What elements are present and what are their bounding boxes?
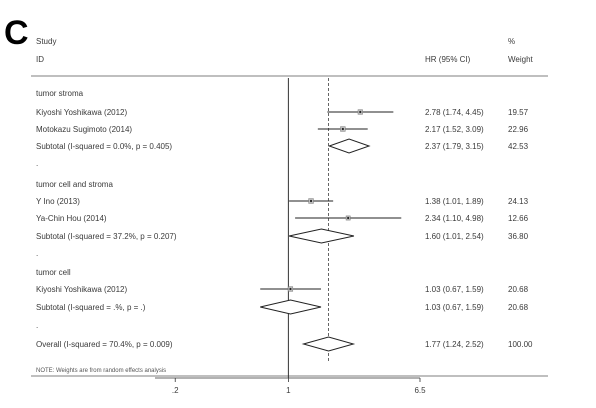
- ci-value: 2.17 (1.52, 3.09): [425, 125, 484, 134]
- row-dot: .: [36, 321, 38, 330]
- header-weight: Weight: [508, 55, 534, 64]
- row-label: tumor stroma: [36, 89, 84, 98]
- row-label: Y Ino (2013): [36, 197, 80, 206]
- row-label: Kiyoshi Yoshikawa (2012): [36, 108, 128, 117]
- ci-value: 2.78 (1.74, 4.45): [425, 108, 484, 117]
- point-estimate: [359, 110, 362, 114]
- weight-value: 42.53: [508, 142, 529, 151]
- weight-value: 100.00: [508, 340, 533, 349]
- pooled-diamond: [301, 336, 356, 352]
- row-subtotal: Subtotal (I-squared = .%, p = .) 1.03 (0.…: [36, 299, 529, 315]
- row-study: Kiyoshi Yoshikawa (2012) 2.78 (1.74, 4.45…: [36, 108, 529, 117]
- ci-value: 1.03 (0.67, 1.59): [425, 303, 484, 312]
- point-estimate: [341, 127, 344, 131]
- row-label: Motokazu Sugimoto (2014): [36, 125, 132, 134]
- row-label: tumor cell and stroma: [36, 180, 113, 189]
- row-subtotal: Subtotal (I-squared = 37.2%, p = 0.207) 1…: [36, 228, 529, 244]
- weight-value: 20.68: [508, 285, 529, 294]
- row-subtotal: Subtotal (I-squared = 0.0%, p = 0.405) 2.…: [36, 138, 529, 154]
- weight-value: 19.57: [508, 108, 529, 117]
- ci-value: 2.34 (1.10, 4.98): [425, 214, 484, 223]
- x-tick-label: 6.5: [414, 386, 426, 395]
- panel-label: C: [4, 14, 29, 52]
- row-label: Subtotal (I-squared = .%, p = .): [36, 303, 146, 312]
- weight-value: 20.68: [508, 303, 529, 312]
- row-study: Y Ino (2013) 1.38 (1.01, 1.89) 24.13: [36, 197, 529, 206]
- row-study: Ya-Chin Hou (2014) 2.34 (1.10, 4.98) 12.66: [36, 214, 529, 223]
- point-estimate: [289, 287, 292, 291]
- ci-value: 2.37 (1.79, 3.15): [425, 142, 484, 151]
- point-estimate: [347, 216, 350, 220]
- footnote: NOTE: Weights are from random effects an…: [36, 368, 166, 374]
- header-id: ID: [36, 55, 44, 64]
- weight-value: 24.13: [508, 197, 529, 206]
- x-tick-label: 1: [286, 386, 291, 395]
- weight-value: 22.96: [508, 125, 529, 134]
- x-tick-label: .2: [172, 386, 179, 395]
- header-study: Study: [36, 37, 56, 46]
- row-label: Overall (I-squared = 70.4%, p = 0.009): [36, 340, 173, 349]
- row-label: Subtotal (I-squared = 37.2%, p = 0.207): [36, 232, 177, 241]
- weight-value: 12.66: [508, 214, 529, 223]
- row-label: tumor cell: [36, 268, 71, 277]
- ci-value: 1.77 (1.24, 2.52): [425, 340, 484, 349]
- row-label: .: [36, 159, 38, 168]
- row-group: tumor stroma: [36, 89, 84, 98]
- row-label: .: [36, 249, 38, 258]
- ci-value: 1.03 (0.67, 1.59): [425, 285, 484, 294]
- row-label: .: [36, 321, 38, 330]
- weight-value: 36.80: [508, 232, 529, 241]
- row-overall: Overall (I-squared = 70.4%, p = 0.009) 1.…: [36, 336, 533, 352]
- row-label: Ya-Chin Hou (2014): [36, 214, 107, 223]
- ci-value: 1.60 (1.01, 2.54): [425, 232, 484, 241]
- ci-value: 1.38 (1.01, 1.89): [425, 197, 484, 206]
- pooled-diamond: [327, 138, 371, 154]
- row-group: tumor cell: [36, 268, 71, 277]
- point-estimate: [309, 199, 313, 203]
- header-hr-ci: HR (95% CI): [425, 55, 471, 64]
- rows-layer: tumor stroma Kiyoshi Yoshikawa (2012) 2.78…: [36, 78, 533, 378]
- row-label: Kiyoshi Yoshikawa (2012): [36, 285, 128, 294]
- pooled-diamond: [260, 299, 322, 315]
- row-dot: .: [36, 249, 38, 258]
- row-study: Kiyoshi Yoshikawa (2012) 1.03 (0.67, 1.59…: [36, 285, 529, 294]
- row-study: Motokazu Sugimoto (2014) 2.17 (1.52, 3.09…: [36, 125, 529, 134]
- row-dot: .: [36, 159, 38, 168]
- pooled-diamond: [288, 228, 355, 244]
- row-label: Subtotal (I-squared = 0.0%, p = 0.405): [36, 142, 172, 151]
- row-group: tumor cell and stroma: [36, 180, 113, 189]
- x-axis: .2 1 6.5: [155, 377, 426, 395]
- header-weight-percent: %: [508, 37, 515, 46]
